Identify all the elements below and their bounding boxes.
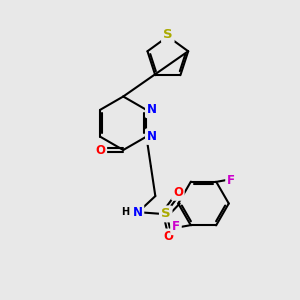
Text: S: S xyxy=(161,207,170,220)
Text: O: O xyxy=(95,143,105,157)
Text: O: O xyxy=(164,230,174,243)
Text: N: N xyxy=(147,103,157,116)
Text: N: N xyxy=(147,130,157,143)
Text: F: F xyxy=(227,174,235,187)
Text: F: F xyxy=(172,220,180,233)
Text: H: H xyxy=(121,207,129,218)
Text: N: N xyxy=(133,206,142,219)
Text: S: S xyxy=(163,28,172,41)
Text: O: O xyxy=(173,186,183,199)
